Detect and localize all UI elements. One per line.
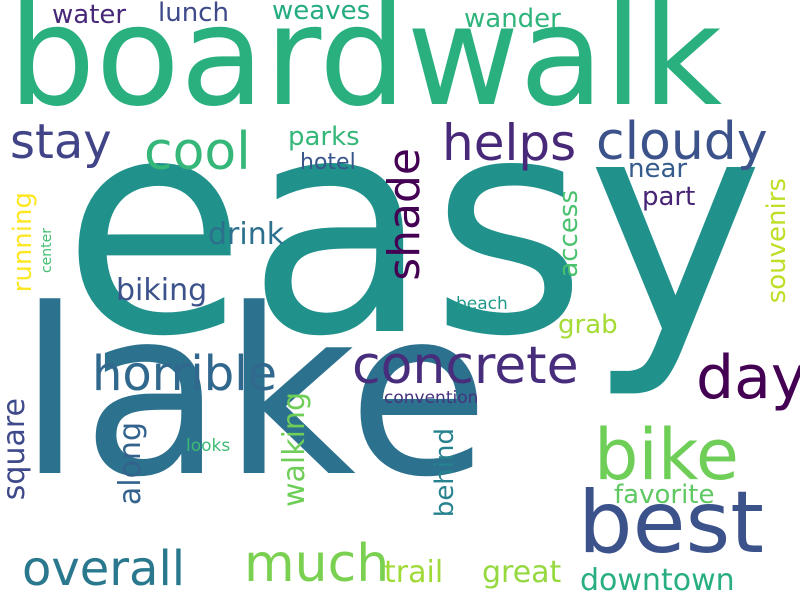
word-running: running [8, 192, 38, 293]
word-near: near [628, 154, 688, 184]
word-wander: wander [464, 4, 561, 34]
word-biking: biking [116, 273, 208, 308]
word-part: part [642, 182, 696, 212]
word-walking: walking [277, 392, 312, 508]
word-cool: cool [144, 122, 251, 182]
word-center: center [39, 228, 55, 274]
word-boardwalk: boardwalk [8, 0, 723, 137]
word-downtown: downtown [580, 563, 735, 598]
word-water: water [52, 0, 127, 30]
word-helps: helps [442, 114, 577, 172]
word-hotel: hotel [300, 150, 356, 175]
word-convention: convention [384, 388, 479, 408]
word-along: along [113, 422, 148, 506]
word-beach: beach [456, 294, 508, 314]
word-grab: grab [558, 310, 618, 340]
word-cloudy: cloudy [596, 112, 768, 172]
word-weaves: weaves [272, 0, 371, 26]
word-square: square [0, 398, 32, 501]
word-lunch: lunch [158, 0, 229, 28]
word-easy: easy [62, 53, 765, 402]
word-overall: overall [22, 541, 186, 597]
word-best: best [578, 473, 765, 573]
word-great: great [482, 555, 562, 590]
word-day: day [696, 343, 800, 413]
word-concrete: concrete [352, 336, 579, 396]
word-shade: shade [379, 148, 430, 281]
word-drink: drink [208, 217, 285, 252]
word-parks: parks [288, 122, 360, 152]
word-behind: behind [430, 428, 460, 518]
word-trail: trail [384, 555, 444, 590]
word-looks: looks [186, 436, 231, 456]
word-much: much [244, 534, 390, 594]
word-access: access [554, 190, 584, 278]
word-stay: stay [10, 114, 112, 170]
word-lake: lake [18, 261, 490, 528]
word-favorite: favorite [614, 480, 715, 510]
word-bike: bike [594, 414, 739, 496]
word-horrible: horrible [92, 346, 278, 402]
word-souvenirs: souvenirs [762, 178, 792, 304]
